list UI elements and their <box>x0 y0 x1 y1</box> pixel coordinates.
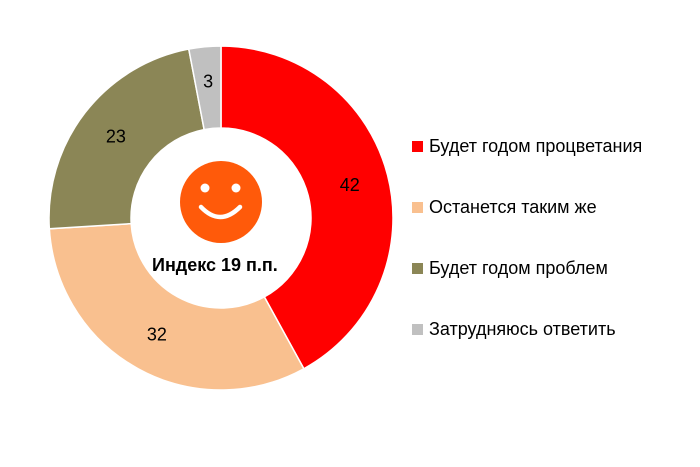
legend-item-same: Останется таким же <box>412 177 642 238</box>
data-label: 42 <box>340 175 360 195</box>
data-labels: 42 32 23 3 <box>106 72 360 345</box>
legend-label: Затрудняюсь ответить <box>429 319 616 339</box>
legend-swatch <box>412 263 423 274</box>
legend-label: Будет годом процветания <box>429 136 643 156</box>
donut-slices <box>48 45 394 391</box>
smiley-face-circle <box>180 161 262 243</box>
slice-same <box>48 222 305 391</box>
slice-undecided <box>187 45 222 131</box>
legend-swatch <box>412 141 423 152</box>
legend-label: Будет годом проблем <box>429 258 608 278</box>
legend-label: Останется таким же <box>429 197 597 217</box>
smiley-left-eye <box>200 183 210 193</box>
legend: Будет годом процветания Останется таким … <box>412 116 642 360</box>
legend-item-prosperity: Будет годом процветания <box>412 116 642 177</box>
data-label: 3 <box>203 72 213 92</box>
legend-swatch <box>412 202 423 213</box>
data-label: 23 <box>106 126 126 146</box>
legend-swatch <box>412 324 423 335</box>
index-label: Индекс 19 п.п. <box>152 255 278 275</box>
data-label: 32 <box>147 325 167 345</box>
slice-problems <box>48 48 206 230</box>
legend-item-problems: Будет годом проблем <box>412 238 642 299</box>
legend-item-undecided: Затрудняюсь ответить <box>412 299 642 360</box>
smiley-mouth <box>198 204 243 220</box>
smiley-face-icon <box>180 161 262 243</box>
slice-prosperity <box>220 45 394 370</box>
smiley-right-eye <box>231 183 241 193</box>
